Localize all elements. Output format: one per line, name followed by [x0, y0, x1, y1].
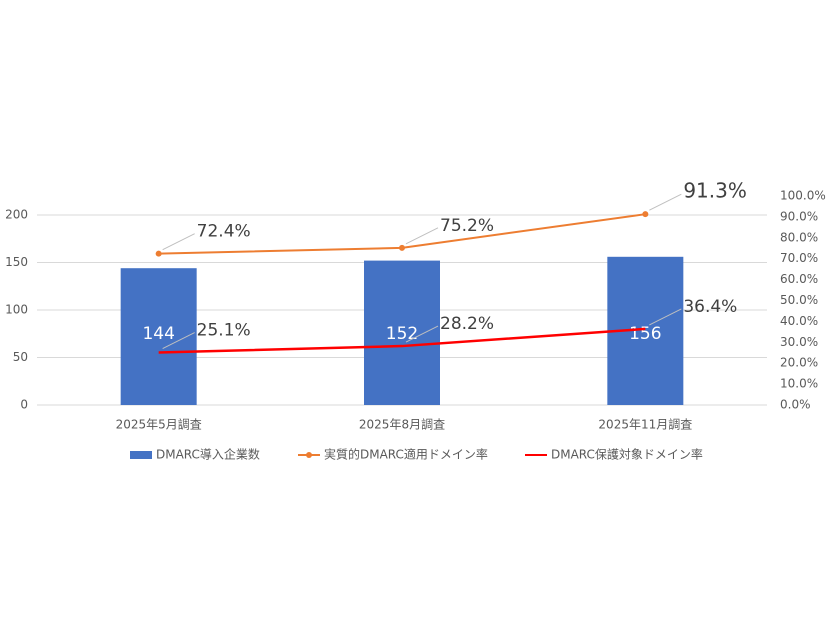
y-tick-label: 50 [13, 350, 28, 364]
line-marker [642, 211, 649, 218]
y-tick-label: 100 [5, 303, 28, 317]
y2-tick-label: 40.0% [780, 314, 818, 328]
bar-value-label: 144 [142, 324, 174, 344]
bar [364, 260, 440, 405]
y2-tick-label: 20.0% [780, 356, 818, 370]
value-label: 28.2% [440, 314, 494, 334]
leader-line [162, 233, 195, 251]
y2-tick-label: 0.0% [780, 398, 811, 412]
x-tick-label: 2025年5月調査 [116, 418, 202, 432]
legend-label: 実質的DMARC適用ドメイン率 [324, 447, 488, 462]
legend-label: DMARC導入企業数 [156, 447, 260, 462]
y-tick-label: 0 [20, 398, 28, 412]
legend-swatch [130, 451, 152, 459]
bar-value-label: 156 [629, 324, 661, 344]
leader-line [162, 332, 195, 349]
y2-tick-label: 80.0% [780, 230, 818, 244]
value-label: 72.4% [197, 222, 251, 242]
leader-line [405, 325, 439, 343]
line-marker [399, 244, 405, 251]
leader-line [405, 227, 439, 245]
bar [120, 268, 197, 405]
y2-tick-label: 70.0% [780, 251, 818, 265]
legend-label: DMARC保護対象ドメイン率 [551, 447, 703, 462]
line-marker [155, 250, 162, 257]
y-tick-label: 200 [5, 208, 28, 222]
bar-value-label: 152 [386, 324, 418, 344]
y2-tick-label: 60.0% [780, 272, 818, 286]
x-tick-label: 2025年8月調査 [359, 418, 445, 432]
y2-tick-label: 90.0% [780, 209, 818, 223]
line [158, 327, 646, 354]
leader-line [649, 308, 682, 326]
x-tick-label: 2025年11月調査 [598, 418, 692, 432]
value-label: 91.3% [683, 179, 747, 203]
legend-marker [306, 452, 312, 458]
y2-tick-label: 100.0% [780, 189, 826, 203]
y2-tick-label: 10.0% [780, 377, 818, 391]
y2-tick-label: 50.0% [780, 293, 818, 307]
value-label: 25.1% [197, 321, 251, 341]
y2-tick-label: 30.0% [780, 335, 818, 349]
value-label: 36.4% [683, 297, 737, 317]
value-label: 75.2% [440, 216, 494, 236]
leader-line [649, 193, 682, 211]
y-tick-label: 150 [5, 255, 28, 269]
